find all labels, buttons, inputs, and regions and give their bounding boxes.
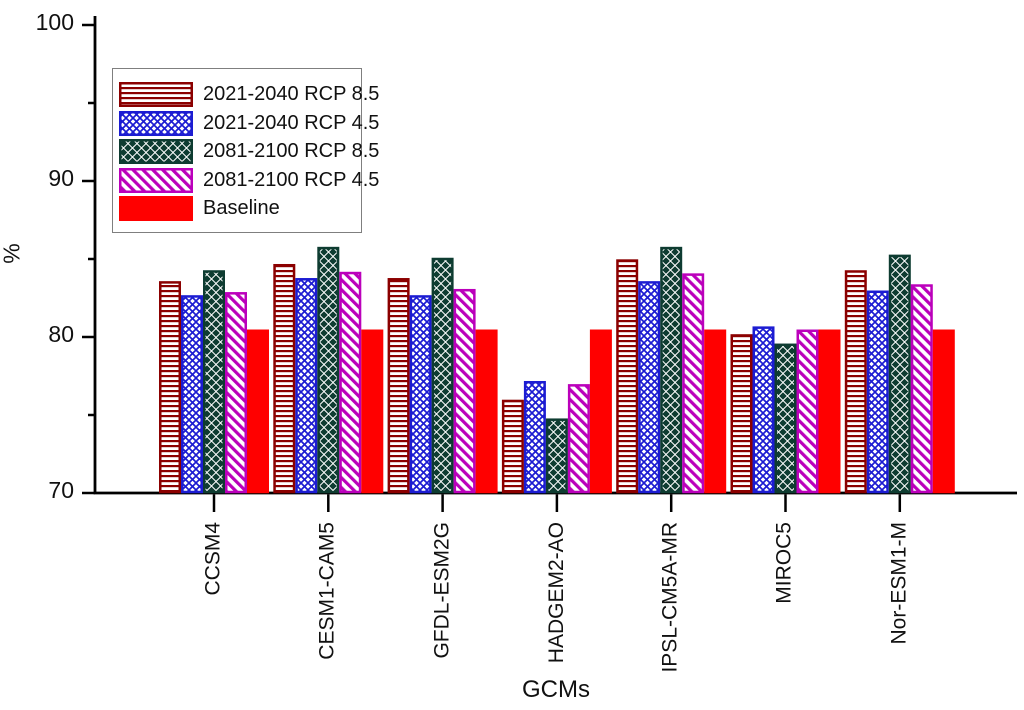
legend-entry-2021-2040-rcp85: 2021-2040 RCP 8.5: [119, 82, 379, 107]
legend-entry-baseline: Baseline: [119, 196, 361, 222]
category-label-ipsl-cm5a-mr: IPSL-CM5A-MR: [659, 522, 682, 673]
bar-2081-2100-rcp-4.5-miroc5: [796, 329, 819, 494]
bar-2021-2040-rcp-4.5-hadgem2-ao: [523, 380, 546, 494]
bar-2081-2100-rcp-8.5-cesm1-cam5: [317, 246, 340, 494]
legend-swatch-rect: [119, 82, 193, 107]
legend-box: 2021-2040 RCP 8.5 2021-2040 RCP 4.5 2081…: [112, 68, 379, 233]
bar-2081-2100-rcp-8.5-ipsl-cm5a-mr: [660, 246, 683, 494]
bar-2021-2040-rcp-4.5-miroc5: [752, 326, 775, 494]
ytick-label-70: 70: [48, 477, 74, 503]
legend-label: 2081-2100 RCP 8.5: [203, 140, 380, 163]
y-axis-title: %: [0, 243, 25, 264]
bar-2081-2100-rcp-8.5-ccsm4: [203, 270, 225, 494]
legend-swatch-2081-2100-rcp85: [119, 139, 193, 165]
bar-2021-2040-rcp-4.5-nor-esm1-m: [866, 290, 889, 494]
legend-label: Baseline: [203, 197, 280, 220]
legend-entry-2081-2100-rcp45: 2081-2100 RCP 4.5: [119, 167, 379, 193]
bar-2081-2100-rcp-8.5-nor-esm1-m: [888, 254, 911, 494]
category-label-nor-esm1-m: Nor-ESM1-M: [888, 522, 911, 645]
bar-2081-2100-rcp-4.5-nor-esm1-m: [910, 284, 933, 494]
legend-swatch-2081-2100-rcp45: [119, 167, 193, 193]
legend-entry-2021-2040-rcp45: 2021-2040 RCP 4.5: [119, 110, 379, 136]
tick-marks: [82, 23, 902, 512]
bar-2081-2100-rcp-4.5-gfdl-esm2g: [453, 288, 476, 494]
category-label-gfdl-esm2g: GFDL-ESM2G: [431, 522, 454, 659]
legend-label: 2021-2040 RCP 8.5: [203, 83, 380, 105]
category-label-hadgem2-ao: HADGEM2-AO: [545, 522, 568, 664]
category-label-ccsm4: CCSM4: [202, 522, 225, 596]
category-label-miroc5: MIROC5: [773, 522, 796, 604]
bar-2081-2100-rcp-4.5-hadgem2-ao: [567, 384, 590, 494]
bar-2021-2040-rcp-4.5-cesm1-cam5: [295, 278, 318, 494]
bar-baseline-miroc5: [818, 329, 841, 494]
bar-2081-2100-rcp-4.5-cesm1-cam5: [339, 271, 362, 494]
legend-swatch-2021-2040-rcp45: [119, 110, 193, 136]
bar-2021-2040-rcp-8.5-hadgem2-ao: [501, 399, 524, 494]
bar-2021-2040-rcp-8.5-ipsl-cm5a-mr: [616, 259, 639, 494]
bar-2021-2040-rcp-4.5-ccsm4: [181, 295, 203, 494]
bar-2021-2040-rcp-8.5-ccsm4: [159, 281, 181, 494]
bar-baseline-nor-esm1-m: [932, 329, 955, 494]
category-label-cesm1-cam5: CESM1-CAM5: [316, 522, 339, 660]
legend-swatch-rect: [119, 167, 193, 193]
x-axis-title: GCMs: [522, 676, 590, 703]
legend-swatch-rect: [119, 196, 193, 222]
bar-2021-2040-rcp-8.5-nor-esm1-m: [844, 270, 867, 494]
bar-2021-2040-rcp-8.5-gfdl-esm2g: [387, 278, 410, 494]
bar-baseline-cesm1-cam5: [361, 329, 384, 494]
legend-swatch-baseline: [119, 196, 193, 222]
bars-group: [159, 246, 955, 494]
ytick-label-90: 90: [48, 165, 74, 191]
legend-label: 2081-2100 RCP 4.5: [203, 168, 380, 191]
bar-2081-2100-rcp-8.5-hadgem2-ao: [545, 418, 568, 494]
bar-2021-2040-rcp-8.5-cesm1-cam5: [273, 263, 296, 494]
bar-baseline-gfdl-esm2g: [475, 329, 498, 494]
bar-2081-2100-rcp-8.5-miroc5: [774, 343, 797, 494]
ytick-label-100: 100: [35, 9, 74, 35]
bar-baseline-hadgem2-ao: [589, 329, 612, 494]
bar-2081-2100-rcp-8.5-gfdl-esm2g: [431, 257, 454, 494]
bar-baseline-ipsl-cm5a-mr: [704, 329, 727, 494]
bar-2081-2100-rcp-4.5-ccsm4: [225, 292, 247, 494]
legend-swatch-rect: [119, 110, 193, 136]
bar-2021-2040-rcp-8.5-miroc5: [730, 334, 753, 494]
bar-baseline-ccsm4: [247, 329, 269, 494]
legend-swatch-2021-2040-rcp85: [119, 82, 193, 107]
legend-entry-2081-2100-rcp85: 2081-2100 RCP 8.5: [119, 139, 379, 165]
legend-swatch-rect: [119, 139, 193, 165]
bar-2081-2100-rcp-4.5-ipsl-cm5a-mr: [682, 273, 705, 494]
bar-2021-2040-rcp-4.5-ipsl-cm5a-mr: [638, 281, 661, 494]
legend-label: 2021-2040 RCP 4.5: [203, 111, 380, 134]
bar-2021-2040-rcp-4.5-gfdl-esm2g: [409, 295, 432, 494]
ytick-label-80: 80: [48, 321, 74, 347]
